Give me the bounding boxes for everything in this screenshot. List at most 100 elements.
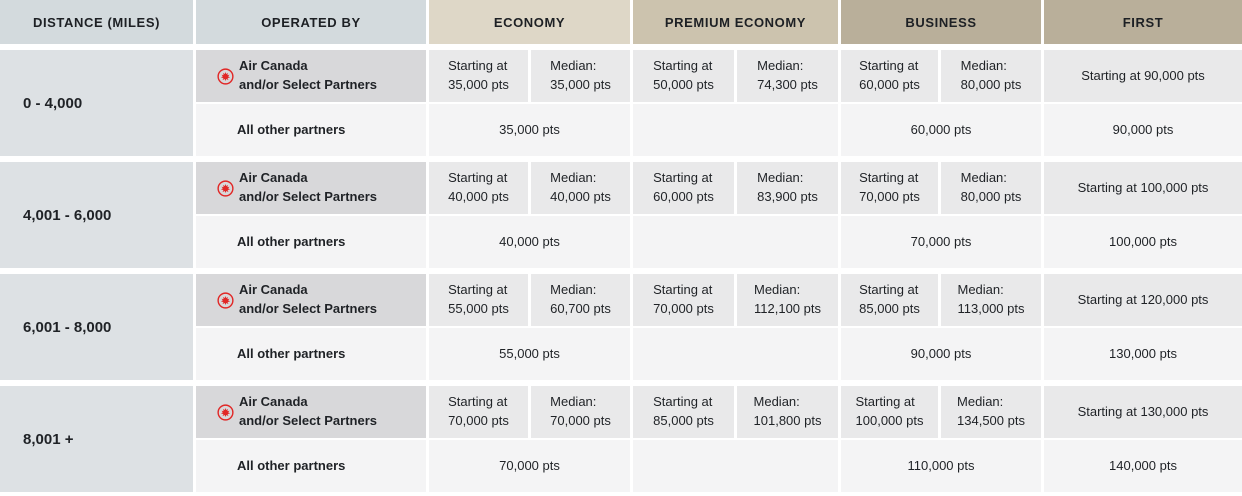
premium-economy-median-cell: Median: 83,900 pts (737, 162, 838, 214)
business-other-value: 70,000 pts (841, 216, 1041, 268)
premium-economy-other-value (633, 216, 838, 268)
first-starting-cell: Starting at 90,000 pts (1044, 50, 1242, 102)
premium-economy-starting-cell: Starting at 70,000 pts (633, 274, 734, 326)
business-median-cell: Median: 80,000 pts (941, 50, 1041, 102)
starting-at-label: Starting at (855, 394, 915, 410)
distance-cell: 6,001 - 8,000 (0, 274, 193, 380)
economy-starting-cell: Starting at 40,000 pts (429, 162, 528, 214)
operator-other-partners-cell: All other partners (196, 440, 426, 492)
first-other-value: 130,000 pts (1044, 328, 1242, 380)
band-8001-plus: 8,001 + Air Canada and/or Select Partner… (0, 386, 1242, 492)
operator-other-partners-cell: All other partners (196, 104, 426, 156)
economy-other-value: 70,000 pts (429, 440, 630, 492)
median-label: Median: (550, 394, 597, 410)
premium-economy-starting-cell: Starting at 85,000 pts (633, 386, 734, 438)
operator-air-canada-cell: Air Canada and/or Select Partners (196, 274, 426, 326)
first-other-value: 140,000 pts (1044, 440, 1242, 492)
median-label: Median: (957, 394, 1004, 410)
premium-economy-median-value: 83,900 pts (757, 189, 818, 204)
economy-median-cell: Median: 70,000 pts (531, 386, 630, 438)
air-canada-row: Air Canada and/or Select Partners Starti… (196, 386, 1242, 438)
distance-cell: 0 - 4,000 (0, 50, 193, 156)
premium-economy-starting-cell: Starting at 60,000 pts (633, 162, 734, 214)
economy-median-value: 70,000 pts (550, 413, 611, 428)
first-header: FIRST (1044, 0, 1242, 44)
median-label: Median: (957, 282, 1004, 298)
air-canada-maple-leaf-icon (217, 291, 234, 309)
premium-economy-median-value: 74,300 pts (757, 77, 818, 92)
air-canada-maple-leaf-icon (217, 403, 234, 421)
business-starting-cell: Starting at 85,000 pts (841, 274, 938, 326)
economy-starting-value: 55,000 pts (448, 301, 509, 316)
economy-other-value: 55,000 pts (429, 328, 630, 380)
starting-at-label: Starting at (859, 170, 919, 186)
air-canada-maple-leaf-icon (217, 67, 234, 85)
economy-starting-value: 70,000 pts (448, 413, 509, 428)
economy-starting-cell: Starting at 55,000 pts (429, 274, 528, 326)
business-median-value: 134,500 pts (957, 413, 1025, 428)
air-canada-line2: and/or Select Partners (239, 413, 377, 428)
economy-median-value: 60,700 pts (550, 301, 611, 316)
median-label: Median: (753, 394, 800, 410)
first-starting-cell: Starting at 100,000 pts (1044, 162, 1242, 214)
economy-median-value: 40,000 pts (550, 189, 611, 204)
median-label: Median: (757, 170, 804, 186)
air-canada-line1: Air Canada (239, 394, 308, 410)
business-median-cell: Median: 134,500 pts (941, 386, 1041, 438)
premium-economy-starting-value: 60,000 pts (653, 189, 714, 204)
starting-at-label: Starting at (448, 170, 508, 186)
air-canada-line1: Air Canada (239, 170, 308, 186)
business-other-value: 110,000 pts (841, 440, 1041, 492)
operator-air-canada-label: Air Canada and/or Select Partners (239, 281, 377, 319)
economy-other-value: 35,000 pts (429, 104, 630, 156)
starting-at-label: Starting at (653, 58, 713, 74)
operator-air-canada-label: Air Canada and/or Select Partners (239, 57, 377, 95)
starting-at-label: Starting at (653, 282, 713, 298)
economy-starting-value: 35,000 pts (448, 77, 509, 92)
air-canada-row: Air Canada and/or Select Partners Starti… (196, 50, 1242, 102)
air-canada-line1: Air Canada (239, 282, 308, 298)
premium-economy-starting-value: 50,000 pts (653, 77, 714, 92)
business-median-cell: Median: 113,000 pts (941, 274, 1041, 326)
starting-at-label: Starting at (653, 394, 713, 410)
premium-economy-other-value (633, 328, 838, 380)
economy-header: ECONOMY (429, 0, 630, 44)
air-canada-line2: and/or Select Partners (239, 301, 377, 316)
business-other-value: 60,000 pts (841, 104, 1041, 156)
business-other-value: 90,000 pts (841, 328, 1041, 380)
economy-median-cell: Median: 40,000 pts (531, 162, 630, 214)
starting-at-label: Starting at (448, 394, 508, 410)
operator-air-canada-cell: Air Canada and/or Select Partners (196, 386, 426, 438)
premium-economy-median-value: 101,800 pts (753, 413, 822, 428)
premium-economy-median-value: 112,100 pts (754, 301, 821, 316)
all-other-partners-row: All other partners 35,000 pts 60,000 pts… (196, 104, 1242, 156)
median-label: Median: (757, 58, 804, 74)
operated-by-header: OPERATED BY (196, 0, 426, 44)
all-other-partners-row: All other partners 70,000 pts 110,000 pt… (196, 440, 1242, 492)
premium-economy-median-cell: Median: 112,100 pts (737, 274, 838, 326)
premium-economy-other-value (633, 440, 838, 492)
all-other-partners-row: All other partners 55,000 pts 90,000 pts… (196, 328, 1242, 380)
first-starting-cell: Starting at 130,000 pts (1044, 386, 1242, 438)
business-starting-cell: Starting at 60,000 pts (841, 50, 938, 102)
starting-at-label: Starting at (653, 170, 713, 186)
air-canada-maple-leaf-icon (217, 179, 234, 197)
median-label: Median: (550, 170, 597, 186)
first-starting-cell: Starting at 120,000 pts (1044, 274, 1242, 326)
starting-at-label: Starting at (448, 58, 508, 74)
distance-header: DISTANCE (MILES) (0, 0, 193, 44)
premium-economy-median-cell: Median: 101,800 pts (737, 386, 838, 438)
premium-economy-median-cell: Median: 74,300 pts (737, 50, 838, 102)
distance-cell: 8,001 + (0, 386, 193, 492)
starting-at-label: Starting at (448, 282, 508, 298)
distance-cell: 4,001 - 6,000 (0, 162, 193, 268)
air-canada-line2: and/or Select Partners (239, 77, 377, 92)
economy-median-value: 35,000 pts (550, 77, 611, 92)
premium-economy-starting-value: 70,000 pts (653, 301, 714, 316)
air-canada-line2: and/or Select Partners (239, 189, 377, 204)
business-median-value: 80,000 pts (960, 189, 1022, 204)
first-other-value: 90,000 pts (1044, 104, 1242, 156)
premium-economy-starting-cell: Starting at 50,000 pts (633, 50, 734, 102)
business-starting-value: 70,000 pts (859, 189, 920, 204)
